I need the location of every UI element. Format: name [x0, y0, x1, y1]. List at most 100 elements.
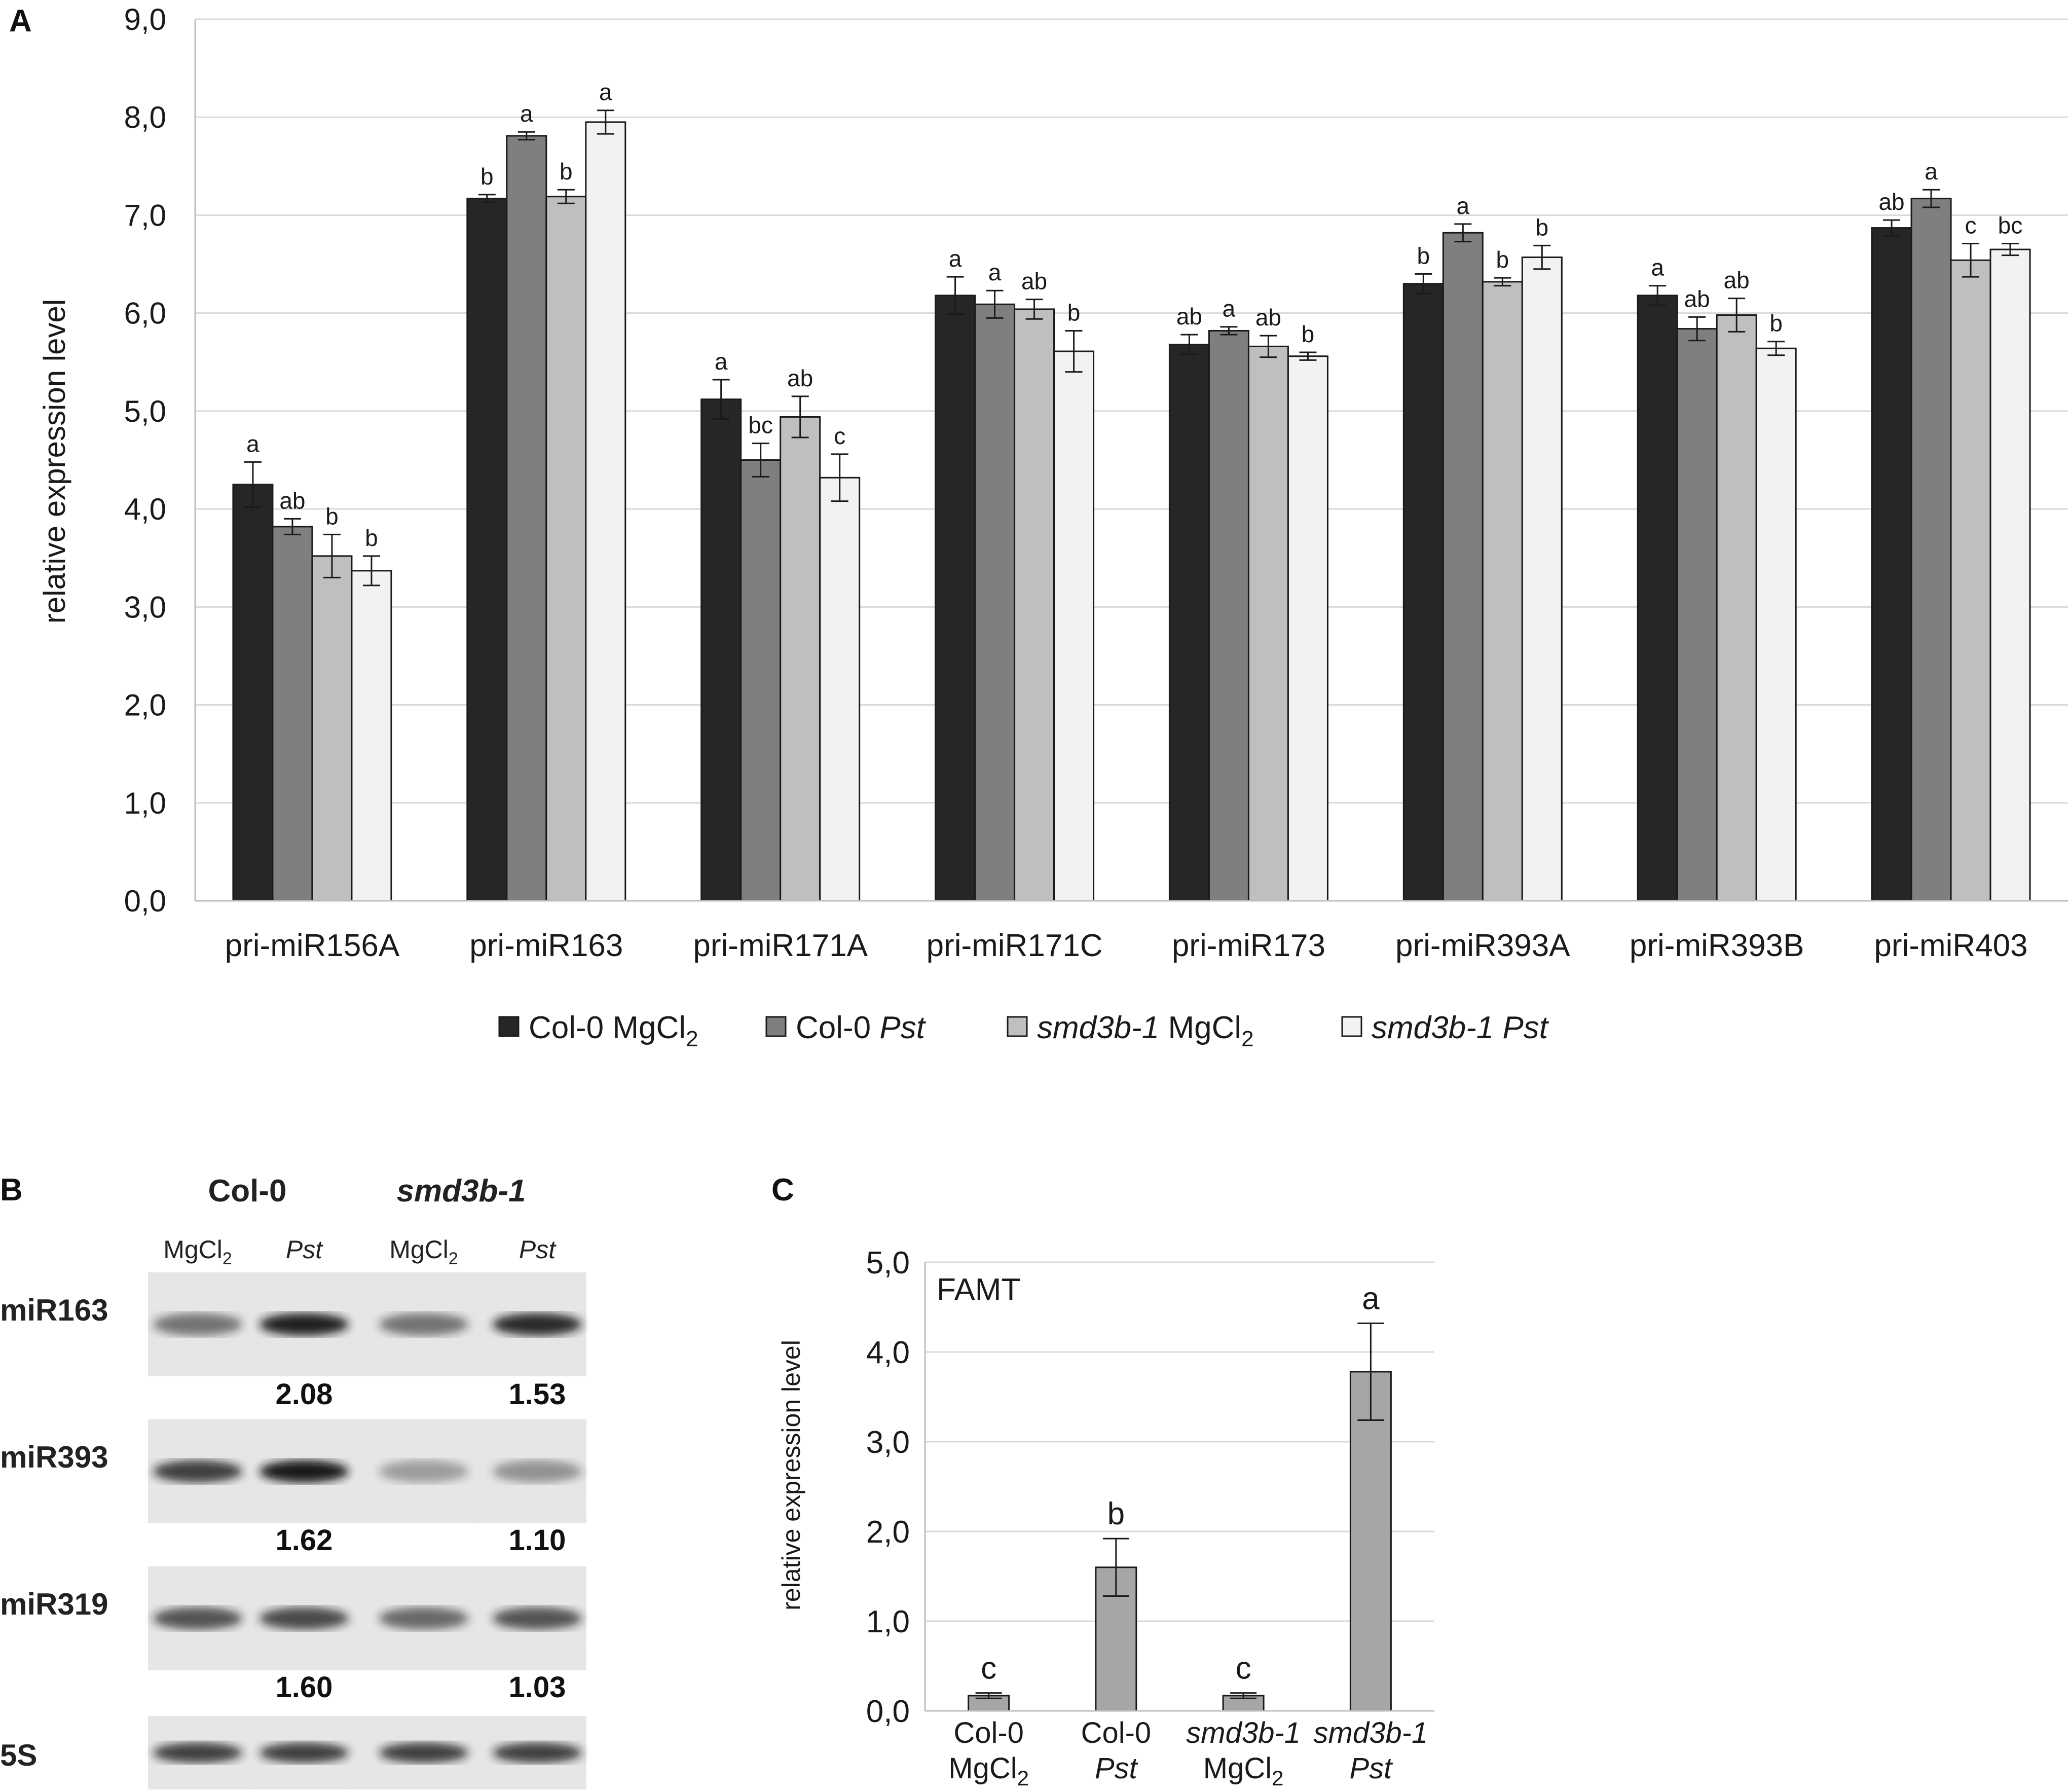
- blot-lane-label: Pst: [286, 1235, 323, 1264]
- significance-letter: ab: [1255, 304, 1281, 331]
- x-category-label-line2: Pst: [1095, 1752, 1139, 1785]
- category-text: MgCl: [1203, 1752, 1272, 1785]
- legend-swatch: [498, 1016, 520, 1037]
- legend-swatch: [765, 1016, 787, 1037]
- bar: [311, 555, 353, 902]
- bar: [1247, 345, 1289, 902]
- significance-letter: c: [981, 1651, 996, 1686]
- blot-row-label: miR319: [0, 1587, 108, 1621]
- y-tick-label: 4,0: [124, 492, 166, 526]
- blot-lane-labels: MgCl2 Pst MgCl2 Pst: [163, 1235, 557, 1268]
- category-subscript: 2: [1272, 1766, 1283, 1790]
- bar: [1402, 283, 1444, 902]
- panel-c-letter: C: [771, 1173, 794, 1208]
- x-category-label: pri-miR393B: [1630, 928, 1804, 963]
- blot-band: [260, 1742, 349, 1763]
- significance-letter: a: [1925, 158, 1938, 185]
- bar: [1910, 198, 1952, 902]
- y-tick-label: 2,0: [866, 1515, 910, 1550]
- y-tick-label: 8,0: [124, 100, 166, 134]
- blot-row-label: miR163: [0, 1293, 108, 1327]
- significance-letter: a: [715, 348, 728, 375]
- significance-letter: ab: [1724, 267, 1750, 294]
- bar: [1053, 350, 1095, 902]
- significance-letter: b: [1417, 242, 1430, 269]
- x-category-label-line1: smd3b-1: [1186, 1716, 1301, 1749]
- significance-letter: ab: [787, 365, 813, 391]
- bar: [700, 398, 742, 902]
- bar: [1442, 232, 1484, 902]
- x-category-label-line2: MgCl2: [948, 1752, 1029, 1790]
- panel-b-letter: B: [0, 1173, 23, 1208]
- y-tick-label: 1,0: [124, 786, 166, 820]
- bar: [1482, 281, 1523, 902]
- significance-letter: b: [365, 525, 378, 551]
- bar: [545, 196, 587, 902]
- blot-quantification: 2.08: [276, 1378, 333, 1411]
- blot-band: [260, 1460, 349, 1483]
- blot-row-label: miR393: [0, 1440, 108, 1474]
- blot-lane-label: MgCl2: [389, 1235, 458, 1268]
- chart-a: 0,01,02,03,04,05,06,07,08,09,0 aabbbbaba…: [38, 3, 2068, 1051]
- chart-c-grid: [925, 1261, 1434, 1622]
- x-category-label: pri-miR171C: [927, 928, 1103, 963]
- chart-a-legend: Col-0 MgCl2 Col-0 Pst smd3b-1 MgCl2 smd3b-1…: [498, 1010, 1549, 1051]
- significance-letter: b: [480, 163, 494, 190]
- y-tick-label: 0,0: [866, 1694, 910, 1729]
- bar: [740, 459, 782, 902]
- significance-letter: a: [949, 245, 962, 272]
- y-tick-label: 7,0: [124, 198, 166, 232]
- x-category-label: pri-miR403: [1874, 928, 2027, 963]
- blot-quantification: 1.03: [509, 1671, 566, 1704]
- blot-lane-subscript: 2: [223, 1249, 232, 1268]
- bar: [1637, 295, 1678, 902]
- blot-band: [153, 1742, 242, 1763]
- significance-letter: c: [1965, 212, 1977, 238]
- bar: [974, 303, 1016, 902]
- blot-quantification: 1.53: [509, 1378, 566, 1411]
- bar: [506, 135, 547, 902]
- x-category-label-line2: Pst: [1349, 1752, 1393, 1785]
- blot-header-col0: Col-0: [208, 1174, 287, 1209]
- y-tick-label: 4,0: [866, 1335, 910, 1370]
- legend-subscript: 2: [686, 1027, 698, 1051]
- blot-band: [153, 1607, 242, 1630]
- x-category-label-line2: MgCl2: [1203, 1752, 1284, 1790]
- bar: [780, 416, 821, 902]
- blot-header-mutant: smd3b-1: [397, 1174, 526, 1209]
- blot-lane-text: Pst: [519, 1235, 557, 1264]
- bar: [1014, 308, 1055, 902]
- chart-c-title: FAMT: [937, 1272, 1020, 1307]
- blot-band: [260, 1313, 349, 1336]
- y-tick-label: 0,0: [124, 884, 166, 918]
- legend-swatch: [1341, 1016, 1362, 1037]
- chart-a-bars: [232, 121, 2031, 902]
- significance-letter: b: [325, 503, 339, 529]
- chart-c-significance-letters: c b c a: [981, 1281, 1380, 1686]
- legend-label: smd3b-1 MgCl2: [1037, 1010, 1254, 1051]
- significance-letter: b: [560, 158, 573, 185]
- significance-letter: b: [1536, 214, 1549, 240]
- bar: [1871, 227, 1912, 902]
- category-text: MgCl: [948, 1752, 1017, 1785]
- x-category-label: pri-miR393A: [1395, 928, 1570, 963]
- blot-band: [260, 1607, 349, 1630]
- legend-label: Col-0 MgCl2: [529, 1010, 698, 1051]
- blot-quantification: 1.10: [509, 1524, 566, 1557]
- x-category-label: pri-miR173: [1172, 928, 1325, 963]
- significance-letter: b: [1769, 310, 1783, 337]
- significance-letter: a: [246, 430, 260, 457]
- x-category-label-line1: smd3b-1: [1314, 1716, 1428, 1749]
- chart-a-y-label: relative expression level: [38, 299, 71, 624]
- significance-letter: c: [834, 423, 845, 449]
- significance-letter: ab: [1176, 303, 1202, 330]
- bar: [272, 526, 313, 902]
- y-tick-label: 2,0: [124, 688, 166, 722]
- legend-italic: smd3b-1 Pst: [1372, 1010, 1549, 1045]
- significance-letter: b: [1496, 246, 1509, 273]
- bar: [935, 295, 976, 902]
- legend-text-part: Col-0 MgCl: [529, 1010, 686, 1045]
- bar: [232, 484, 274, 902]
- x-category-label: pri-miR156A: [225, 928, 400, 963]
